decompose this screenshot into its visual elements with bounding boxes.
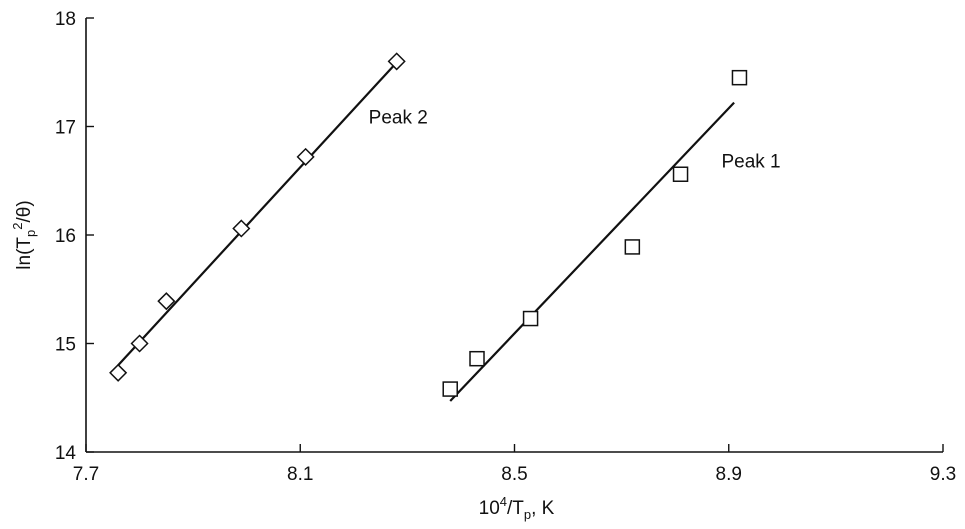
- peak-2-diamond-marker: [232, 219, 251, 238]
- axes: [85, 18, 943, 453]
- peak-1-square-marker: [731, 69, 748, 86]
- peak-1-square-marker: [672, 166, 689, 182]
- peak-2-diamond-marker: [157, 292, 176, 311]
- peak-1-fit-line: [449, 101, 735, 402]
- x-tick-label: 8.5: [501, 464, 527, 485]
- y-tick-label: 16: [55, 226, 76, 247]
- x-tick-label: 9.3: [930, 464, 956, 485]
- peak-1-square-marker: [469, 350, 485, 367]
- peak-1-label: Peak 1: [721, 152, 780, 173]
- x-axis-title: 104/Tp, K: [479, 494, 555, 522]
- x-tick-label: 7.7: [73, 464, 99, 485]
- y-axis-title: ln(Tp2/θ): [10, 200, 38, 269]
- y-tick-label: 18: [55, 9, 76, 30]
- data-markers: [109, 52, 748, 397]
- fit-lines: [117, 61, 735, 402]
- x-tick-label: 8.9: [716, 464, 742, 485]
- peak-2-diamond-marker: [130, 334, 149, 353]
- axis-ticks: 7.7 8.1 8.5 8.9 9.3 14 15 16 17 18: [55, 9, 956, 485]
- peak-1-square-marker: [522, 310, 539, 327]
- x-tick-label: 8.1: [287, 464, 313, 485]
- y-tick-label: 14: [55, 443, 77, 464]
- peak-1-square-marker: [442, 381, 458, 397]
- peak-1-square-marker: [624, 239, 641, 255]
- peak-2-diamond-marker: [296, 147, 315, 166]
- peak-2-diamond-marker: [387, 52, 406, 71]
- peak-2-fit-line: [117, 61, 398, 366]
- y-tick-label: 15: [55, 335, 76, 356]
- peak-2-diamond-marker: [109, 363, 128, 382]
- y-tick-label: 17: [55, 118, 76, 139]
- series-labels: Peak 2 Peak 1: [369, 107, 781, 172]
- peak-2-label: Peak 2: [369, 107, 428, 128]
